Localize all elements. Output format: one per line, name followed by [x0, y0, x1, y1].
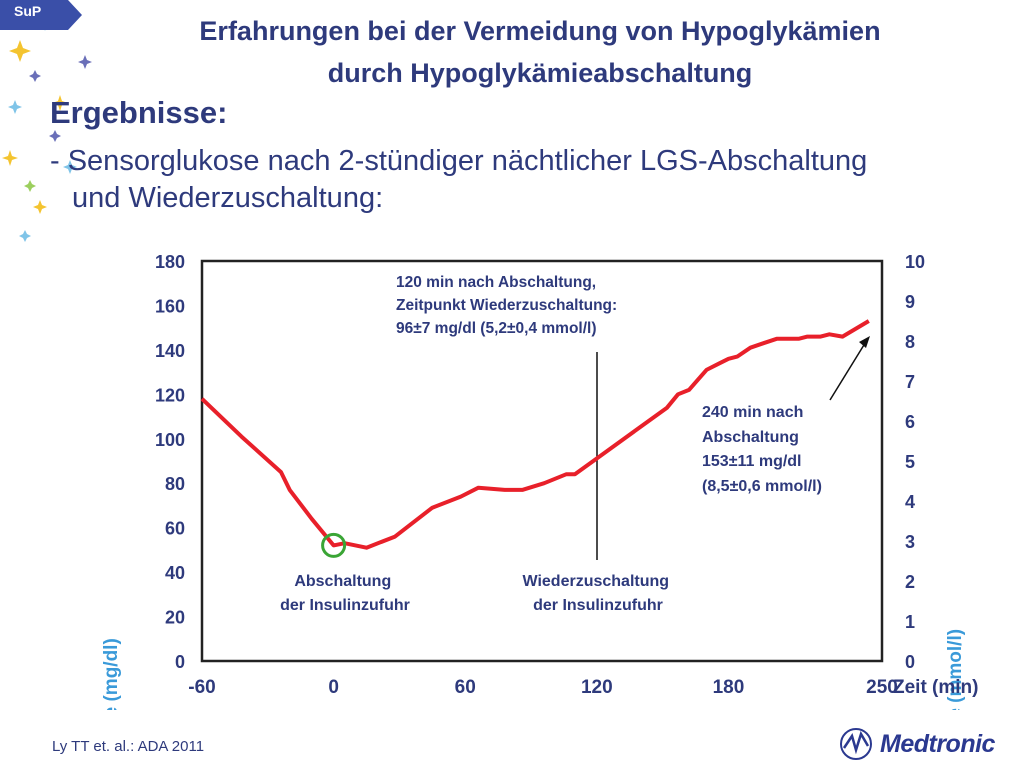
y2-tick-label: 4 [905, 492, 915, 512]
title-line-2: durch Hypoglykämieabschaltung [327, 58, 753, 88]
glucose-curve [200, 319, 870, 550]
title-line-1: Erfahrungen bei der Vermeidung von Hypog… [199, 16, 881, 46]
y-tick-label: 0 [175, 652, 185, 672]
x-tick-label: 0 [328, 677, 339, 698]
plot-frame [200, 259, 884, 663]
y-tick-label: 40 [165, 563, 185, 583]
glucose-chart: 0 20 40 60 80 100 120 140 160 180 0 1 2 3 4 5 6 7 8 9 10 -6… [101, 252, 979, 710]
y-tick-label: 180 [155, 252, 185, 272]
annotation-arrowhead [859, 336, 870, 348]
y-tick-label: 160 [155, 296, 185, 316]
y-tick-label: 120 [155, 385, 185, 405]
x-tick-label: 120 [581, 677, 613, 698]
x-axis-label: Zeit (min) [893, 677, 979, 698]
y2-tick-label: 8 [905, 332, 915, 352]
y2-tick-label: 7 [905, 372, 915, 392]
page-title: Erfahrungen bei der Vermeidung von Hypog… [60, 10, 1020, 94]
annotation-240min-value: 240 min nach Abschaltung 153±11 mg/dl (8… [702, 404, 822, 495]
y2-axis-label: Glukose (mmol/l) [945, 629, 966, 710]
y2-tick-label: 5 [905, 452, 915, 472]
y2-tick-label: 0 [905, 652, 915, 672]
y-tick-label: 100 [155, 430, 185, 450]
y2-tick-label: 1 [905, 612, 915, 632]
annotation-reconnection-value: 120 min nach Abschaltung, Zeitpunkt Wied… [396, 274, 621, 337]
y-tick-label: 140 [155, 341, 185, 361]
y2-tick-label: 10 [905, 252, 925, 272]
medtronic-logo: Medtronic [836, 726, 1022, 762]
y-axis-label: Glukose (mg/dl) [101, 638, 122, 710]
y-tick-label: 80 [165, 474, 185, 494]
star-decoration [0, 15, 92, 242]
citation-footnote: Ly TT et. al.: ADA 2011 [52, 738, 205, 755]
insulin-stop-marker [321, 532, 347, 558]
sup-badge-label: SuP [14, 3, 42, 19]
y2-tick-label: 9 [905, 292, 915, 312]
section-heading: Ergebnisse: [50, 95, 228, 130]
annotation-arrow-line [829, 339, 868, 401]
x-tick-label: 60 [455, 677, 476, 698]
x-tick-label: 180 [713, 677, 745, 698]
y2-tick-label: 6 [905, 412, 915, 432]
logo-text: Medtronic [880, 730, 995, 758]
x-tick-label: -60 [188, 677, 215, 698]
annotation-insulin-restart: Wiederzuschaltung der Insulinzufuhr [523, 573, 674, 614]
bullet-text: - Sensorglukose nach 2-stündiger nächtli… [50, 145, 868, 214]
annotation-insulin-stop: Abschaltung der Insulinzufuhr [280, 573, 410, 614]
y-tick-label: 20 [165, 608, 185, 628]
y-tick-label: 60 [165, 519, 185, 539]
sup-badge [0, 0, 82, 30]
y2-tick-label: 3 [905, 532, 915, 552]
medtronic-emblem-icon [840, 728, 872, 760]
x-tick-label: 250 [866, 677, 898, 698]
y2-tick-label: 2 [905, 572, 915, 592]
